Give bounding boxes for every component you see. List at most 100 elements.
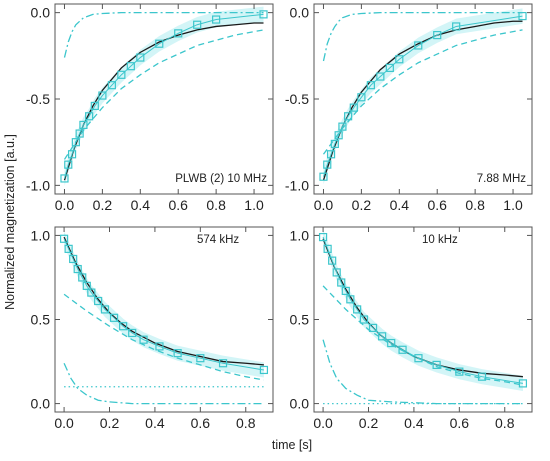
y-tick-label: 1.0	[31, 227, 51, 243]
data-point	[64, 160, 73, 169]
data-point	[477, 372, 487, 381]
data-point	[126, 62, 135, 71]
panel-annotation: 574 kHz	[197, 234, 239, 246]
data-point	[353, 305, 362, 314]
data-point	[330, 139, 339, 149]
data-point	[376, 72, 385, 81]
data-point	[455, 367, 464, 376]
data-point	[196, 354, 205, 363]
x-tick-label: 0.6	[427, 197, 447, 213]
panel-top-left: 0.0 0.2 0.4 0.6 0.8 1.0 0.0 -0.5 -1.0 PLWB (2) 10…	[26, 3, 274, 213]
component-dashed-curve	[63, 293, 265, 381]
data-point	[136, 53, 145, 62]
data-point	[75, 129, 84, 138]
data-point	[100, 305, 110, 314]
data-point	[332, 268, 341, 277]
data-point	[193, 20, 202, 29]
x-tick-label: 0.2	[352, 197, 372, 213]
data-point	[385, 63, 394, 73]
data-point	[71, 138, 80, 147]
y-tick-label: 0.0	[290, 5, 310, 21]
data-point	[349, 103, 358, 112]
data-point	[518, 11, 527, 21]
data-point	[259, 10, 268, 19]
panel-annotation: 7.88 MHz	[477, 173, 526, 185]
data-point	[414, 41, 423, 50]
x-tick-label: 0.8	[495, 415, 515, 431]
plot-area	[319, 8, 527, 185]
x-tick-label: 0.4	[131, 197, 151, 213]
data-point	[173, 349, 182, 358]
component-dashdot-curve	[322, 11, 523, 62]
y-tick-label: 1.0	[290, 227, 310, 243]
x-tick-label: 0.8	[465, 197, 485, 213]
y-tick-label: 0.0	[290, 396, 310, 412]
panel-frame	[313, 3, 533, 195]
panels-group: 0.0 0.2 0.4 0.6 0.8 1.00.0-0.5-1.0 PLWB (2) 10…	[26, 3, 533, 431]
component-dashed-curve	[322, 29, 523, 155]
data-point	[155, 342, 164, 351]
data-point	[518, 379, 528, 388]
data-point	[328, 256, 337, 265]
panel-bottom-right: 0.0 0.2 0.4 0.6 0.8 1.0 0.5 0.0 10 kHz	[290, 226, 533, 431]
x-tick-label: 0.2	[100, 415, 120, 431]
data-point	[319, 172, 328, 181]
component-dashdot-curve	[63, 362, 264, 405]
data-point	[334, 131, 343, 140]
data-point	[82, 281, 91, 290]
data-point	[79, 120, 88, 130]
panel-annotation: 10 kHz	[422, 234, 458, 246]
x-tick-label: 0.4	[390, 197, 410, 213]
data-point	[107, 81, 116, 90]
y-tick-label: -0.5	[285, 91, 309, 107]
x-tick-label: 0.4	[404, 415, 424, 431]
data-point	[433, 30, 442, 40]
data-point	[341, 286, 350, 296]
data-point	[359, 315, 369, 324]
component-dashdot-curve	[322, 339, 523, 405]
data-point	[109, 313, 119, 322]
data-point	[128, 328, 137, 338]
data-point	[117, 70, 126, 79]
y-tick-label: -1.0	[26, 177, 50, 193]
x-tick-label: 0.6	[450, 415, 470, 431]
data-point	[337, 278, 346, 287]
x-tick-label: 0.2	[93, 197, 113, 213]
y-tick-label: 0.5	[290, 312, 310, 328]
data-point	[90, 101, 99, 111]
data-point	[368, 323, 378, 333]
data-point	[67, 150, 77, 159]
panel-bottom-left: 0.0 0.2 0.4 0.6 0.8 1.0 0.5 0.0 574 kHz	[31, 226, 274, 431]
data-point	[94, 296, 103, 306]
data-point	[432, 360, 441, 370]
data-point	[323, 244, 332, 253]
data-point	[323, 160, 332, 169]
x-tick-label: 0.0	[55, 197, 75, 213]
x-tick-label: 1.0	[503, 197, 523, 213]
data-point	[174, 29, 183, 38]
data-point	[212, 15, 221, 24]
data-point	[59, 234, 69, 243]
data-point	[452, 22, 461, 31]
y-tick-label: -1.0	[285, 177, 309, 193]
data-point	[326, 150, 336, 159]
data-point	[73, 264, 82, 274]
panel-frame	[54, 226, 274, 413]
x-tick-label: 1.0	[244, 197, 264, 213]
data-point	[318, 232, 328, 242]
data-point	[69, 254, 78, 264]
panel-annotation: PLWB (2) 10 MHz	[175, 173, 267, 185]
data-point	[60, 174, 69, 183]
data-point	[155, 39, 164, 48]
data-point	[338, 122, 347, 131]
data-point	[218, 359, 228, 368]
data-point	[346, 295, 355, 304]
plot-area	[59, 231, 269, 405]
x-tick-label: 0.0	[313, 415, 333, 431]
y-axis-label: Normalized magnetization [a.u.]	[3, 134, 17, 310]
data-point	[395, 55, 404, 64]
plot-area	[318, 229, 528, 405]
data-point	[139, 335, 148, 344]
data-point	[119, 322, 128, 331]
